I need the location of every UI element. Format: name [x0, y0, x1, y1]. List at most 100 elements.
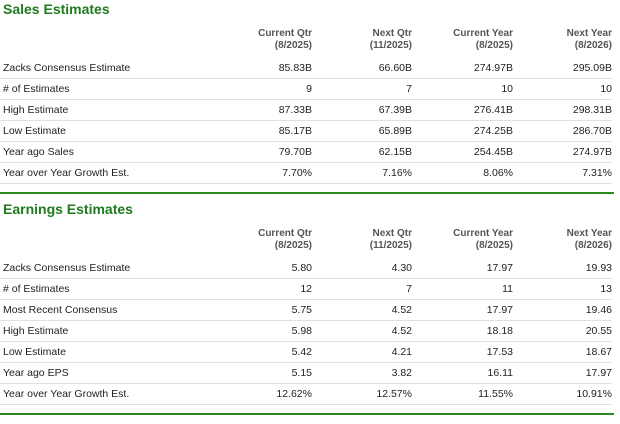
cell-value: 7: [312, 78, 412, 100]
column-name: Next Qtr: [372, 228, 412, 239]
cell-value: 18.67: [513, 341, 612, 363]
row-label: Zacks Consensus Estimate: [0, 258, 243, 279]
data-row: # of Estimates 12 7 11 13: [0, 278, 612, 300]
data-row: Year over Year Growth Est. 12.62% 12.57% 11…: [0, 383, 612, 405]
cell-value: 18.18: [412, 320, 513, 342]
column-name: Next Year: [566, 28, 612, 39]
cell-value: 8.06%: [412, 162, 513, 184]
column-name: Next Qtr: [372, 28, 412, 39]
cell-value: 9: [243, 78, 312, 100]
cell-value: 12.57%: [312, 383, 412, 405]
row-label: # of Estimates: [0, 278, 243, 300]
cell-value: 7: [312, 278, 412, 300]
row-label: Low Estimate: [0, 120, 243, 142]
cell-value: 5.15: [243, 362, 312, 384]
cell-value: 62.15B: [312, 141, 412, 163]
cell-value: 13: [513, 278, 612, 300]
cell-value: 65.89B: [312, 120, 412, 142]
column-header: Current Year (8/2025): [412, 22, 513, 58]
data-row: Low Estimate 5.42 4.21 17.53 18.67: [0, 341, 612, 363]
column-name: Current Year: [453, 28, 513, 39]
data-row: Zacks Consensus Estimate 85.83B 66.60B 274.…: [0, 58, 612, 79]
row-label: Year over Year Growth Est.: [0, 383, 243, 405]
cell-value: 298.31B: [513, 99, 612, 121]
cell-value: 5.80: [243, 258, 312, 279]
cell-value: 17.97: [412, 258, 513, 279]
section: Sales Estimates Current Qtr (8/2025) Next Q…: [0, 0, 614, 194]
header-row: Current Qtr (8/2025) Next Qtr (11/2025) Curr…: [0, 222, 612, 258]
cell-value: 286.70B: [513, 120, 612, 142]
cell-value: 274.97B: [513, 141, 612, 163]
cell-value: 17.97: [412, 299, 513, 321]
cell-value: 79.70B: [243, 141, 312, 163]
column-name: Current Year: [453, 228, 513, 239]
cell-value: 4.30: [312, 258, 412, 279]
section-title: Sales Estimates: [3, 1, 110, 17]
column-header: Current Qtr (8/2025): [243, 222, 312, 258]
column-period: (8/2025): [475, 40, 513, 51]
cell-value: 7.16%: [312, 162, 412, 184]
cell-value: 274.97B: [412, 58, 513, 79]
column-header: Next Qtr (11/2025): [312, 222, 412, 258]
section-title: Earnings Estimates: [3, 201, 133, 217]
row-label: High Estimate: [0, 99, 243, 121]
row-label: Year over Year Growth Est.: [0, 162, 243, 184]
data-row: # of Estimates 9 7 10 10: [0, 78, 612, 100]
row-label: High Estimate: [0, 320, 243, 342]
estimates-table: Current Qtr (8/2025) Next Qtr (11/2025) Curr…: [0, 22, 612, 184]
column-period: (8/2025): [274, 40, 312, 51]
cell-value: 5.75: [243, 299, 312, 321]
data-row: Year ago EPS 5.15 3.82 16.11 17.97: [0, 362, 612, 384]
column-name: Current Qtr: [258, 228, 312, 239]
column-period: (8/2026): [574, 40, 612, 51]
cell-value: 4.52: [312, 299, 412, 321]
data-row: Year ago Sales 79.70B 62.15B 254.45B 274.97B: [0, 141, 612, 163]
cell-value: 276.41B: [412, 99, 513, 121]
cell-value: 17.53: [412, 341, 513, 363]
header-cell: [0, 22, 243, 58]
data-row: High Estimate 5.98 4.52 18.18 20.55: [0, 320, 612, 342]
cell-value: 7.70%: [243, 162, 312, 184]
cell-value: 12.62%: [243, 383, 312, 405]
column-name: Next Year: [566, 228, 612, 239]
cell-value: 254.45B: [412, 141, 513, 163]
cell-value: 10: [412, 78, 513, 100]
data-row: Year over Year Growth Est. 7.70% 7.16% 8.06…: [0, 162, 612, 184]
cell-value: 85.17B: [243, 120, 312, 142]
cell-value: 7.31%: [513, 162, 612, 184]
cell-value: 11: [412, 278, 513, 300]
cell-value: 10: [513, 78, 612, 100]
cell-value: 16.11: [412, 362, 513, 384]
column-name: Current Qtr: [258, 28, 312, 39]
header-row: Current Qtr (8/2025) Next Qtr (11/2025) Curr…: [0, 22, 612, 58]
column-period: (11/2025): [369, 240, 412, 251]
cell-value: 3.82: [312, 362, 412, 384]
cell-value: 12: [243, 278, 312, 300]
data-row: Low Estimate 85.17B 65.89B 274.25B 286.70B: [0, 120, 612, 142]
column-header: Next Qtr (11/2025): [312, 22, 412, 58]
column-period: (8/2025): [475, 240, 513, 251]
cell-value: 5.98: [243, 320, 312, 342]
cell-value: 66.60B: [312, 58, 412, 79]
cell-value: 4.21: [312, 341, 412, 363]
cell-value: 67.39B: [312, 99, 412, 121]
cell-value: 274.25B: [412, 120, 513, 142]
cell-value: 5.42: [243, 341, 312, 363]
content: Sales Estimates Current Qtr (8/2025) Next Q…: [0, 0, 614, 415]
column-header: Next Year (8/2026): [513, 22, 612, 58]
data-row: Most Recent Consensus 5.75 4.52 17.97 19.46: [0, 299, 612, 321]
section: Earnings Estimates Current Qtr (8/2025) Nex…: [0, 200, 614, 415]
row-label: Year ago EPS: [0, 362, 243, 384]
cell-value: 11.55%: [412, 383, 513, 405]
data-row: Zacks Consensus Estimate 5.80 4.30 17.97 19.…: [0, 258, 612, 279]
row-label: Most Recent Consensus: [0, 299, 243, 321]
column-period: (8/2026): [574, 240, 612, 251]
data-row: High Estimate 87.33B 67.39B 276.41B 298.31B: [0, 99, 612, 121]
column-header: Current Qtr (8/2025): [243, 22, 312, 58]
cell-value: 10.91%: [513, 383, 612, 405]
cell-value: 19.46: [513, 299, 612, 321]
column-header: Next Year (8/2026): [513, 222, 612, 258]
row-label: # of Estimates: [0, 78, 243, 100]
cell-value: 295.09B: [513, 58, 612, 79]
